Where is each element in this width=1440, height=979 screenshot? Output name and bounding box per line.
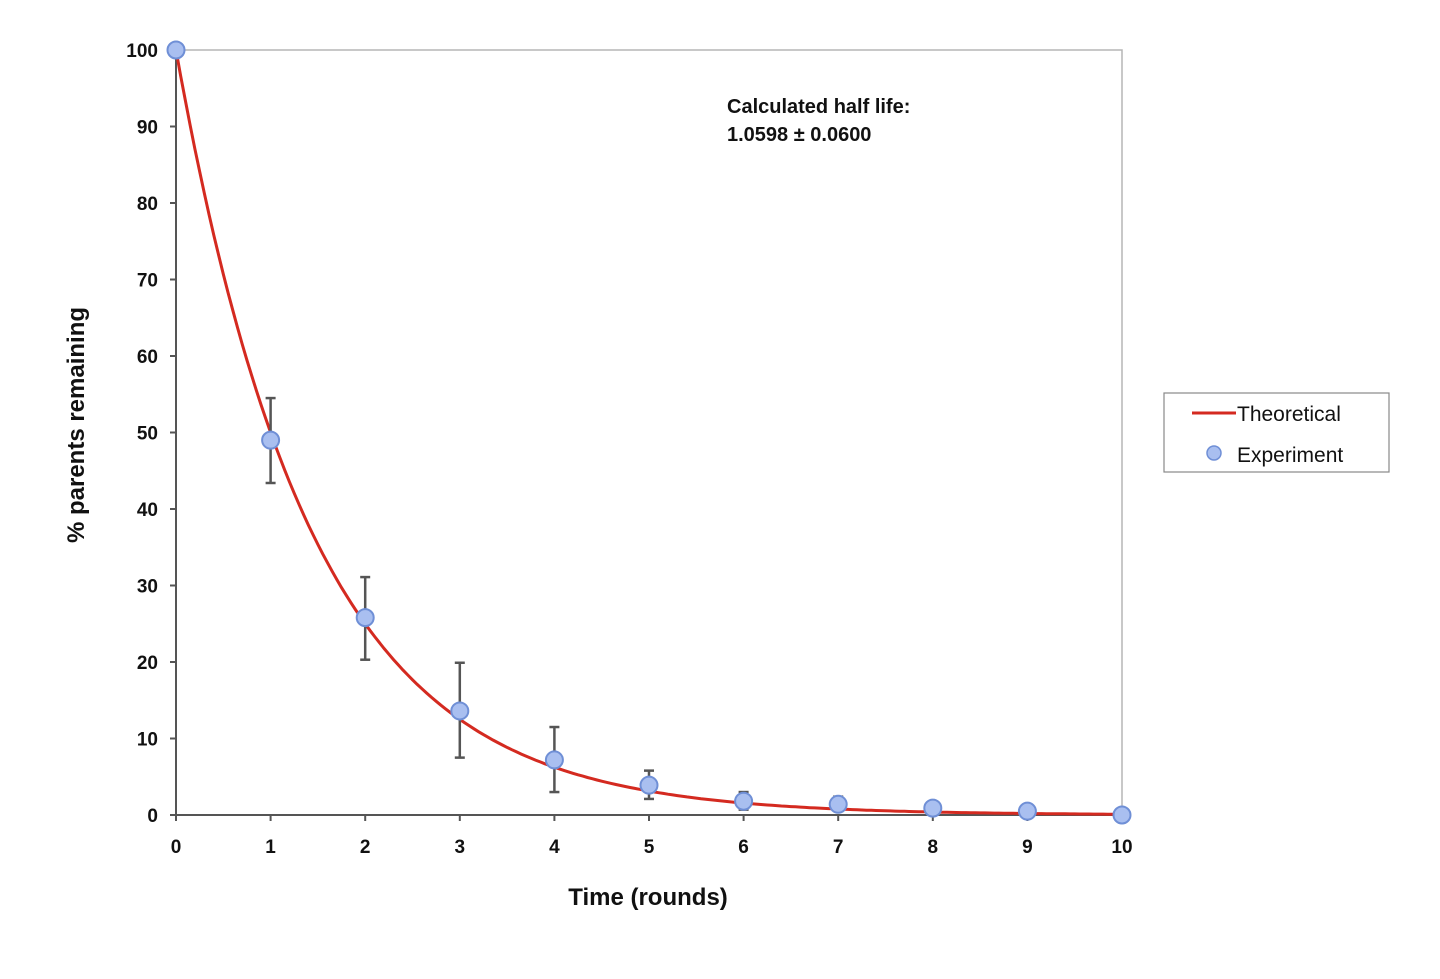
y-tick-label: 80	[137, 194, 158, 215]
x-tick-label: 7	[833, 837, 844, 858]
plot-area	[175, 49, 1123, 816]
y-tick-label: 0	[147, 806, 158, 827]
data-point-experiment	[923, 798, 943, 818]
data-point-experiment	[734, 791, 754, 811]
x-axis-label: Time (rounds)	[568, 884, 728, 911]
legend-label-experiment: Experiment	[1237, 444, 1343, 467]
x-tick-label: 4	[549, 837, 560, 858]
x-tick-label: 9	[1022, 837, 1033, 858]
legend-box	[1163, 392, 1390, 473]
y-tick-label: 60	[137, 347, 158, 368]
data-point-experiment	[1017, 801, 1037, 821]
legend-marker-experiment	[1206, 445, 1222, 461]
data-point-experiment	[639, 775, 659, 795]
x-tick-label: 2	[360, 837, 371, 858]
data-point-experiment	[828, 794, 848, 814]
data-point-experiment	[544, 750, 564, 770]
x-tick-label: 0	[171, 837, 182, 858]
y-tick-label: 90	[137, 118, 158, 139]
x-tick-label: 1	[265, 837, 276, 858]
y-tick-label: 10	[137, 730, 158, 751]
data-point-experiment	[450, 701, 470, 721]
y-tick-label: 100	[126, 41, 158, 62]
y-axis-label: % parents remaining	[63, 307, 90, 543]
annotation-line-2: 1.0598 ± 0.0600	[727, 124, 871, 146]
y-tick-label: 40	[137, 500, 158, 521]
data-point-experiment	[261, 430, 281, 450]
data-point-experiment	[355, 608, 375, 628]
y-tick-label: 20	[137, 653, 158, 674]
data-point-experiment	[1112, 805, 1132, 825]
annotation-line-1: Calculated half life:	[727, 96, 910, 118]
x-tick-label: 3	[455, 837, 466, 858]
data-point-experiment	[166, 40, 186, 60]
y-tick-label: 50	[137, 424, 158, 445]
y-tick-label: 30	[137, 577, 158, 598]
legend-label-theoretical: Theoretical	[1237, 403, 1341, 426]
legend: Theoretical Experiment	[1163, 392, 1390, 473]
x-tick-label: 8	[928, 837, 939, 858]
x-tick-label: 10	[1111, 837, 1132, 858]
x-tick-label: 5	[644, 837, 655, 858]
x-tick-label: 6	[738, 837, 749, 858]
y-tick-label: 70	[137, 271, 158, 292]
